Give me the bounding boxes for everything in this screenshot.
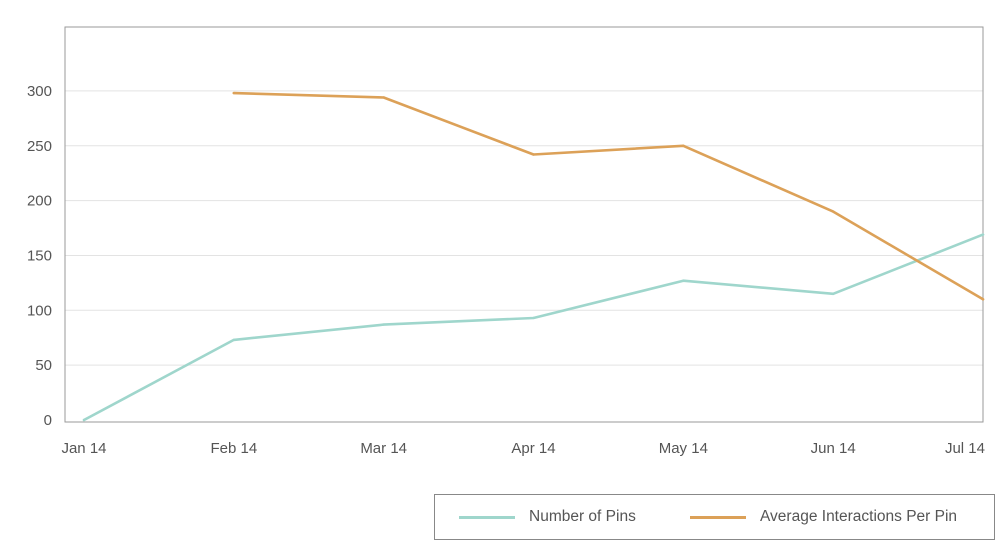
- series-line-2: [232, 91, 985, 301]
- y-tick-label: 250: [27, 138, 52, 155]
- data-point: [82, 418, 86, 422]
- y-tick-label: 200: [27, 193, 52, 210]
- gridlines: [65, 90, 983, 366]
- y-tick-label: 300: [27, 83, 52, 100]
- x-tick-label: Jul 14: [945, 440, 985, 457]
- data-point: [532, 316, 535, 320]
- legend-item-series-2: Average Interactions Per Pin: [690, 495, 957, 539]
- x-tick-label: Jan 14: [61, 440, 106, 457]
- x-tick-label: Mar 14: [360, 440, 407, 457]
- y-tick-label: 50: [35, 357, 52, 374]
- data-point: [831, 210, 835, 213]
- legend-item-series-1: Number of Pins: [459, 495, 636, 539]
- y-tick-label: 100: [27, 302, 52, 319]
- legend-label-series-2: Average Interactions Per Pin: [760, 508, 958, 525]
- legend-swatch-series-2: [690, 515, 746, 519]
- plot-frame: [64, 26, 984, 423]
- x-tick-label: Apr 14: [511, 440, 555, 457]
- x-axis-ticks: Jan 14 Feb 14 Mar 14 Apr 14 May 14 Jun 14 Jul …: [61, 440, 985, 457]
- y-tick-label: 150: [27, 247, 52, 264]
- x-tick-label: Feb 14: [210, 440, 257, 457]
- line-chart: 0 50 100 150 200 250 300 Jan 14 Feb 14 Mar 14 Apr…: [27, 26, 985, 457]
- data-point: [232, 91, 236, 95]
- y-axis-ticks: 0 50 100 150 200 250 300: [27, 83, 52, 429]
- data-point: [382, 96, 385, 99]
- legend: Number of Pins Average Interactions Per …: [434, 494, 995, 540]
- data-point: [981, 233, 985, 236]
- legend-swatch-series-1: [459, 515, 515, 519]
- x-tick-label: May 14: [659, 440, 708, 457]
- series-lines: [82, 91, 985, 422]
- legend-label-series-1: Number of Pins: [529, 508, 636, 525]
- data-point: [682, 279, 685, 282]
- y-tick-label: 0: [44, 412, 52, 429]
- data-point: [532, 153, 535, 156]
- data-point: [682, 144, 685, 147]
- data-point: [981, 298, 985, 301]
- data-point: [382, 323, 385, 326]
- series-line-1: [82, 233, 985, 422]
- data-point: [232, 338, 236, 342]
- data-point: [831, 292, 835, 296]
- x-tick-label: Jun 14: [811, 440, 856, 457]
